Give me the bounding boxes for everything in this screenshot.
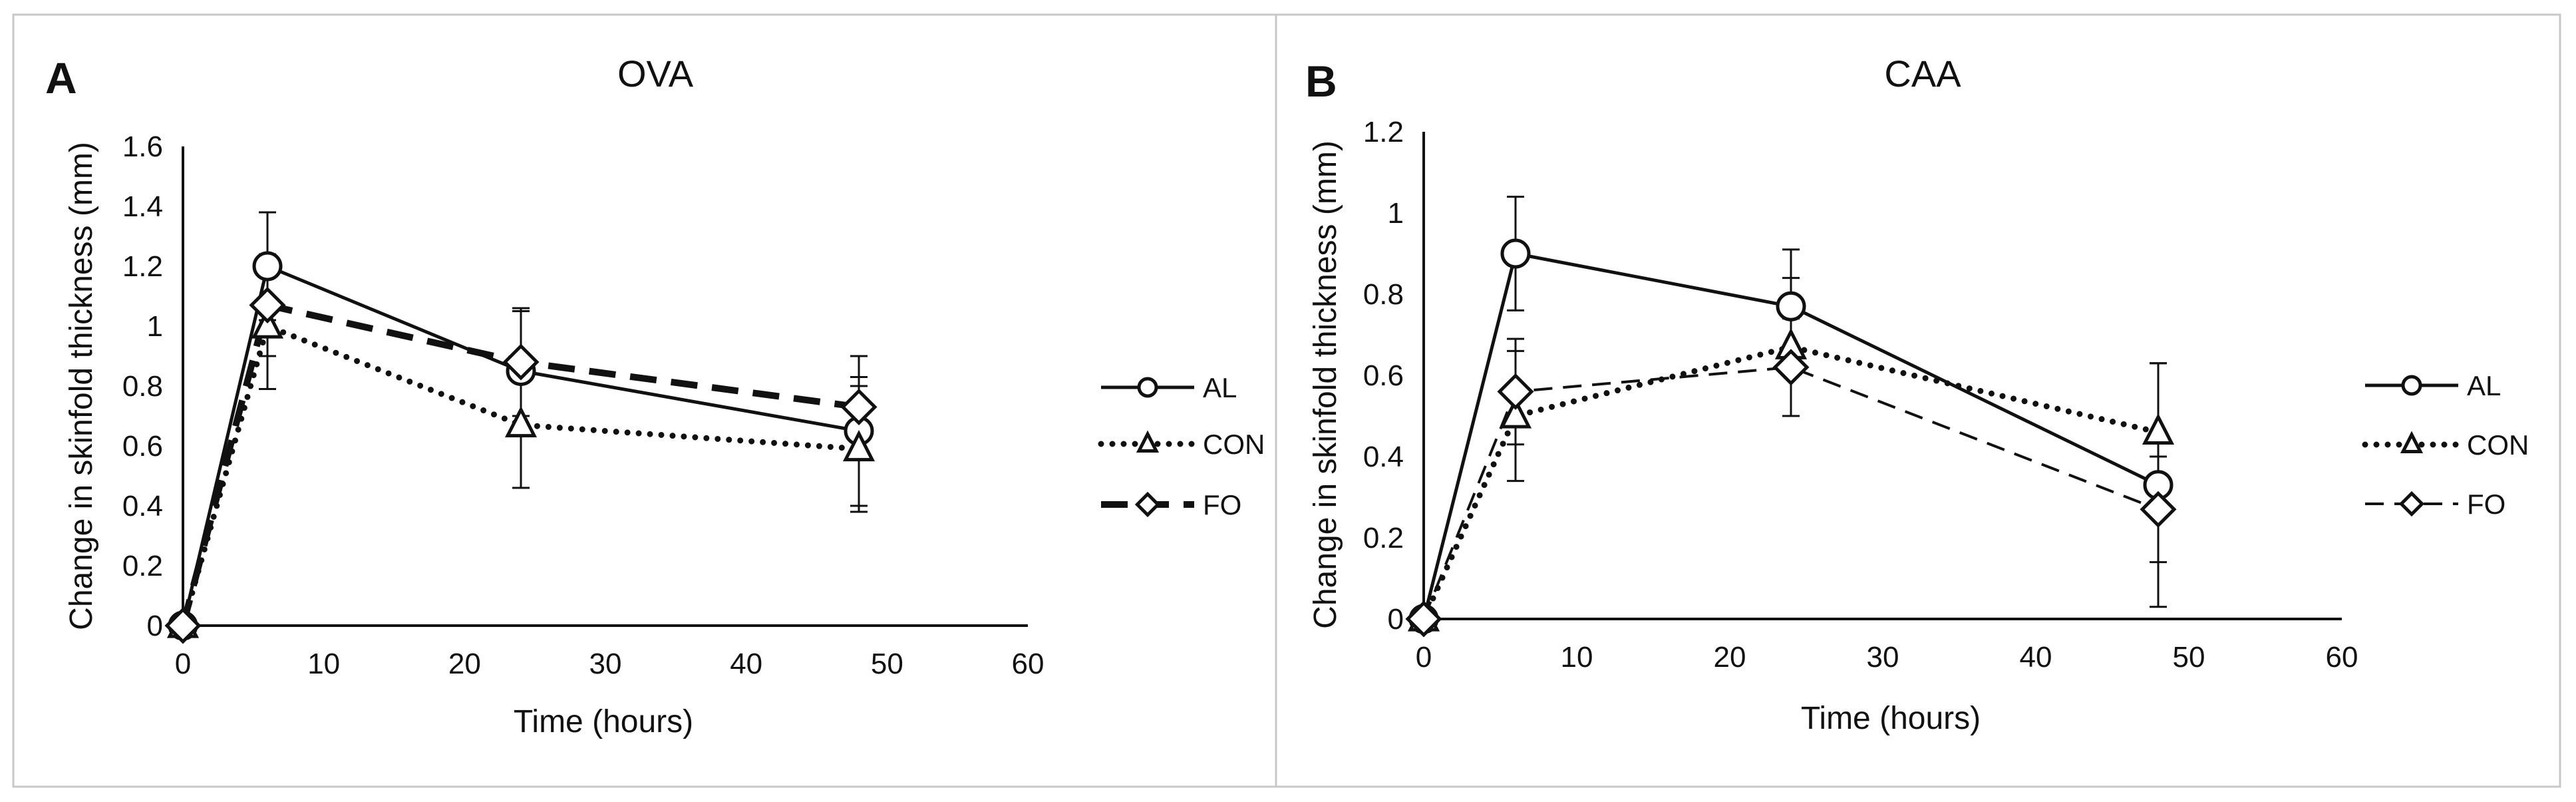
panel-b-legend-fo-label: FO: [2467, 489, 2505, 520]
panel-a-legend-fo-marker: [1134, 491, 1161, 518]
panel-a-legend-con-label: CON: [1203, 429, 1265, 460]
panel-b-y-tick-label: 1.2: [1363, 116, 1404, 148]
panel-a-series-fo-line: [180, 301, 860, 627]
panel-a-x-tick-label: 10: [307, 648, 340, 680]
panel-a-legend: AL CON FO: [1098, 372, 1265, 520]
panel-b-plot: 0 10 20 30 40 50 60 0 0.2 0.4 0.6 0.8 1 1.2: [1363, 116, 2358, 674]
panel-b-series-al-line: [1422, 252, 2160, 620]
panel-b-x-tick-label: 40: [2020, 641, 2052, 674]
panel-a-fo-point: [840, 388, 878, 426]
panel-a-y-axis-label: Change in skinfold thickness (mm): [64, 142, 99, 630]
panel-a-con-point: [251, 307, 284, 339]
panel-b-frame: [1275, 13, 2561, 788]
panel-a-y-tick-label: 0.4: [122, 490, 163, 522]
panel-b-y-tick-label: 0.8: [1363, 278, 1404, 311]
panel-a-fo-point: [502, 343, 540, 381]
panel-a-title: OVA: [617, 53, 694, 95]
panel-b-x-tick-label: 10: [1561, 641, 1593, 674]
panel-b-legend-al-label: AL: [2467, 370, 2501, 401]
panel-a-legend-al-label: AL: [1203, 372, 1237, 403]
panel-b-letter: B: [1305, 57, 1337, 106]
panel-b-series-con-line: [1420, 343, 2162, 622]
panel-b-fo-point: [1497, 373, 1534, 410]
panel-b-al-point: [1776, 291, 1806, 321]
panel-b-y-tick-label: 0.2: [1363, 522, 1404, 554]
panel-a-x-axis-label: Time (hours): [514, 704, 693, 739]
panel-b-x-tick-label: 30: [1867, 641, 1899, 674]
panel-a-y-tick-label: 0.2: [122, 550, 163, 582]
panel-a-y-tick-label: 0: [147, 610, 163, 642]
panel-b-series-fo-line: [1422, 365, 2159, 620]
panel-a-y-tick-label: 0.6: [122, 430, 163, 463]
panel-a-con-point: [504, 406, 538, 438]
panel-a-x-tick-label: 0: [175, 648, 191, 680]
panel-a-y-tick-label: 0.8: [122, 370, 163, 403]
panel-b-y-tick-label: 0.6: [1363, 359, 1404, 392]
panel-b-al-point: [1500, 238, 1531, 269]
panel-a-series-con-line: [180, 323, 862, 629]
panel-b-y-tick-label: 0.4: [1363, 441, 1404, 473]
panel-a-con-point: [842, 430, 876, 462]
panel-b-fo-point: [1772, 349, 1810, 386]
panel-b-x-tick-label: 0: [1416, 641, 1432, 674]
panel-a-legend-fo-label: FO: [1203, 489, 1241, 520]
panel-b-legend-al-marker: [2401, 375, 2422, 396]
panel-b-y-axis-label: Change in skinfold thickness (mm): [1308, 140, 1343, 629]
panel-a-y-tick-label: 1.2: [122, 250, 163, 283]
panel-a-x-tick-label: 30: [589, 648, 622, 680]
panel-a-y-tick-label: 1: [147, 310, 163, 343]
panel-b-legend-con-label: CON: [2467, 429, 2529, 461]
panel-a-letter: A: [45, 53, 77, 102]
panel-a-y-tick-label: 1.4: [122, 190, 163, 223]
panel-a-y-tick-label: 1.6: [122, 130, 163, 163]
panel-b-fo-point: [1405, 600, 1442, 638]
panel-b-con-point: [2142, 413, 2175, 445]
panel-a-legend-con-marker: [1136, 430, 1160, 453]
panel-a-fo-point: [164, 607, 202, 644]
panel-b-title: CAA: [1884, 53, 1961, 95]
panel-b-legend-con-marker: [2400, 431, 2424, 453]
panel-a-plot: 0 10 20 30 40 50 60 0 0.2 0.4 0.6 0.8 1 1.2 1.4 1.6: [122, 130, 1045, 680]
panel-a-x-tick-label: 60: [1012, 648, 1045, 680]
panel-b-x-tick-label: 50: [2173, 641, 2205, 674]
panel-a-al-point: [252, 251, 283, 282]
panel-b-x-tick-label: 60: [2326, 641, 2358, 674]
panel-a-fo-point: [249, 286, 286, 324]
panel-b-y-tick-label: 0: [1388, 603, 1404, 636]
panel-b-y-tick-label: 1: [1388, 197, 1404, 230]
panel-a-series-al-line: [181, 264, 860, 626]
panel-b-con-point: [1499, 397, 1532, 429]
panel-b-legend: AL CON FO: [2362, 370, 2529, 520]
panel-b-x-axis-label: Time (hours): [1801, 701, 1981, 736]
panel-b-legend-fo-marker: [2398, 491, 2425, 517]
panel-a-x-tick-label: 50: [871, 648, 903, 680]
panel-a-legend-al-marker: [1137, 377, 1158, 398]
panel-b-fo-point: [2140, 491, 2177, 528]
panel-a-x-tick-label: 40: [730, 648, 762, 680]
panel-b-x-tick-label: 20: [1714, 641, 1746, 674]
panel-a-x-tick-label: 20: [448, 648, 481, 680]
